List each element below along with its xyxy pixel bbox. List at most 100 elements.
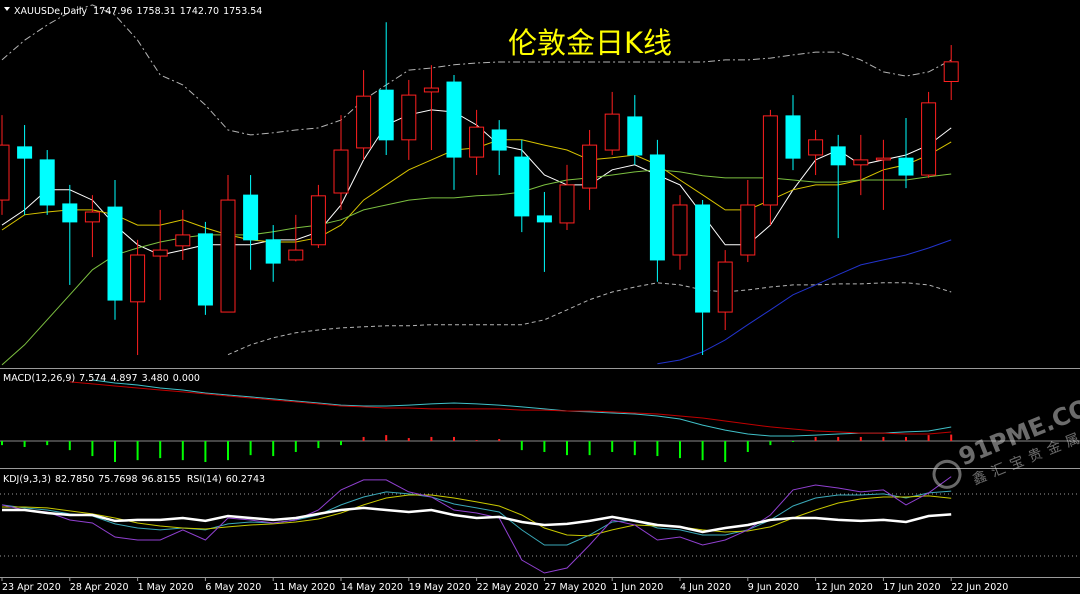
candle-body xyxy=(672,204,688,256)
histogram-bar xyxy=(882,436,885,442)
indicator-name: RSI(14) xyxy=(187,474,222,485)
x-tick-label: 12 Jun 2020 xyxy=(816,582,873,593)
histogram-bar xyxy=(520,441,523,451)
candle-body xyxy=(84,211,100,223)
histogram-bar xyxy=(407,438,410,442)
menu-triangle xyxy=(4,7,10,11)
candle-body xyxy=(830,146,846,166)
histogram-bar xyxy=(362,436,365,442)
candle-body xyxy=(717,261,733,313)
candle-body xyxy=(423,87,439,93)
x-tick-label: 22 Jun 2020 xyxy=(951,582,1008,593)
candle-body xyxy=(175,234,191,247)
candle-body xyxy=(265,239,281,264)
histogram-bar xyxy=(701,441,704,461)
candle-body xyxy=(898,157,914,176)
candle-body xyxy=(152,249,168,257)
x-tick-label: 27 May 2020 xyxy=(544,582,606,593)
histogram-bar xyxy=(837,436,840,442)
histogram-bar xyxy=(227,441,229,461)
histogram-bar xyxy=(91,441,94,457)
histogram-bar xyxy=(340,441,342,446)
x-tick-label: 1 May 2020 xyxy=(138,582,194,593)
candle-body xyxy=(514,156,530,217)
readout: 1758.31 xyxy=(136,6,175,17)
histogram-bar xyxy=(905,436,907,442)
candle-body xyxy=(356,95,372,149)
histogram-bar xyxy=(498,438,501,442)
histogram-bar xyxy=(385,435,388,442)
histogram-bar xyxy=(679,441,681,459)
main-panel xyxy=(0,4,959,366)
x-tick-label: 22 May 2020 xyxy=(477,582,539,593)
chart-title: 伦敦金日K线 xyxy=(508,26,672,60)
candle-body xyxy=(491,129,507,151)
histogram-bar xyxy=(317,441,320,449)
histogram-bar xyxy=(204,441,207,462)
histogram-bar xyxy=(724,441,727,462)
readout: 60.2743 xyxy=(226,474,265,485)
candle-body xyxy=(627,116,643,156)
histogram-bar xyxy=(859,436,862,442)
indicator-name: MACD(12,26,9) xyxy=(3,373,75,384)
indicator-line xyxy=(1,4,952,136)
x-tick-label: 9 Jun 2020 xyxy=(748,582,799,593)
symbol: XAUUSDe,Daily xyxy=(14,6,88,17)
histogram-bar xyxy=(814,436,817,442)
candle-body xyxy=(130,254,146,303)
candle-body xyxy=(943,61,959,83)
candle-body xyxy=(17,146,33,159)
candle-body xyxy=(288,249,304,261)
readout: 0.000 xyxy=(173,373,200,384)
indicator-line xyxy=(2,506,952,534)
histogram-bar xyxy=(430,436,433,442)
candle-body xyxy=(310,195,326,246)
readout: 1742.70 xyxy=(180,6,219,17)
candle-body xyxy=(197,233,213,306)
x-tick-label: 17 Jun 2020 xyxy=(883,582,940,593)
x-tick-label: 23 Apr 2020 xyxy=(2,582,61,593)
kdj-panel xyxy=(0,476,1080,574)
macd-panel xyxy=(0,379,1080,462)
main-header: XAUUSDe,Daily 1747.96 1758.31 1742.70 1753.5… xyxy=(14,6,262,17)
x-tick-label: 19 May 2020 xyxy=(409,582,471,593)
macd-header: MACD(12,26,9) 7.574 4.897 3.480 0.000 xyxy=(3,373,200,384)
histogram-bar xyxy=(114,441,116,462)
candle-body xyxy=(853,159,869,166)
indicator-line xyxy=(1,490,952,546)
readout: 82.7850 xyxy=(55,474,94,485)
histogram-bar xyxy=(249,441,252,456)
candle-body xyxy=(469,126,485,158)
histogram-bar xyxy=(46,441,49,446)
histogram-bar xyxy=(588,441,591,456)
histogram-bar xyxy=(746,441,749,452)
x-tick-label: 28 Apr 2020 xyxy=(70,582,129,593)
readout: 96.8155 xyxy=(142,474,181,485)
x-tick-label: 11 May 2020 xyxy=(273,582,335,593)
histogram-bar xyxy=(136,441,139,461)
histogram-bar xyxy=(792,441,794,442)
x-tick-label: 6 May 2020 xyxy=(205,582,261,593)
x-tick-label: 1 Jun 2020 xyxy=(612,582,663,593)
kdj-header: KDJ(9,3,3) 82.7850 75.7698 96.8155 RSI(14) 60… xyxy=(3,474,265,485)
histogram-bar xyxy=(23,441,26,447)
readout: 1753.54 xyxy=(223,6,262,17)
readout: 3.480 xyxy=(142,373,169,384)
candle-body xyxy=(695,204,711,313)
histogram-bar xyxy=(927,435,930,442)
candle-body xyxy=(401,94,417,141)
histogram-bar xyxy=(566,441,568,456)
histogram-bar xyxy=(181,441,184,461)
candle-body xyxy=(39,159,55,206)
candle-body xyxy=(582,144,598,189)
histogram-bar xyxy=(611,441,614,452)
histogram-bar xyxy=(769,441,772,446)
candle-body xyxy=(62,203,78,223)
candle-body xyxy=(333,149,349,194)
histogram-bar xyxy=(294,441,297,452)
histogram-bar xyxy=(656,441,659,457)
x-tick-label: 14 May 2020 xyxy=(341,582,403,593)
histogram-bar xyxy=(1,441,3,446)
